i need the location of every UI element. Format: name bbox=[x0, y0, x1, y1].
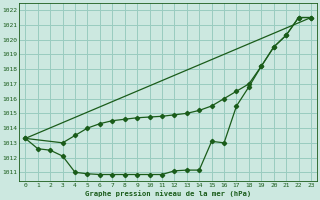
X-axis label: Graphe pression niveau de la mer (hPa): Graphe pression niveau de la mer (hPa) bbox=[85, 190, 251, 197]
